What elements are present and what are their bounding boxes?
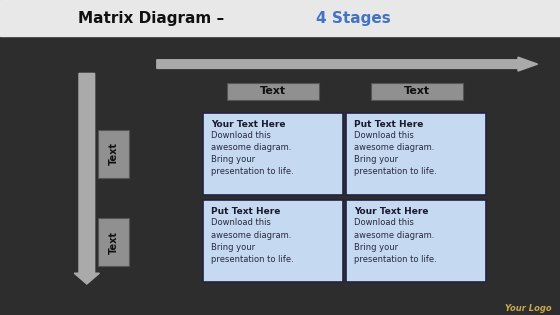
Text: Text: Text (260, 86, 286, 96)
Text: Text: Text (404, 86, 430, 96)
FancyArrow shape (157, 57, 538, 71)
Text: Download this
awesome diagram.
Bring your
presentation to life.: Download this awesome diagram. Bring you… (211, 131, 294, 176)
Text: Download this
awesome diagram.
Bring your
presentation to life.: Download this awesome diagram. Bring you… (354, 218, 437, 264)
FancyArrow shape (74, 73, 100, 284)
Text: Matrix Diagram –: Matrix Diagram – (78, 11, 230, 26)
Text: Your Text Here: Your Text Here (211, 120, 286, 129)
FancyBboxPatch shape (98, 218, 129, 266)
Text: Download this
awesome diagram.
Bring your
presentation to life.: Download this awesome diagram. Bring you… (354, 131, 437, 176)
Text: Text: Text (109, 142, 118, 165)
FancyBboxPatch shape (98, 130, 129, 178)
Text: Text: Text (109, 231, 118, 254)
FancyBboxPatch shape (227, 83, 319, 100)
Text: Download this
awesome diagram.
Bring your
presentation to life.: Download this awesome diagram. Bring you… (211, 218, 294, 264)
FancyBboxPatch shape (346, 113, 486, 195)
Text: Your Text Here: Your Text Here (354, 207, 428, 216)
Text: Put Text Here: Put Text Here (354, 120, 423, 129)
FancyBboxPatch shape (346, 200, 486, 283)
FancyBboxPatch shape (203, 113, 343, 195)
FancyBboxPatch shape (371, 83, 464, 100)
Text: Your Logo: Your Logo (505, 304, 552, 312)
FancyBboxPatch shape (203, 200, 343, 283)
Text: Put Text Here: Put Text Here (211, 207, 281, 216)
Text: 4 Stages: 4 Stages (316, 11, 391, 26)
